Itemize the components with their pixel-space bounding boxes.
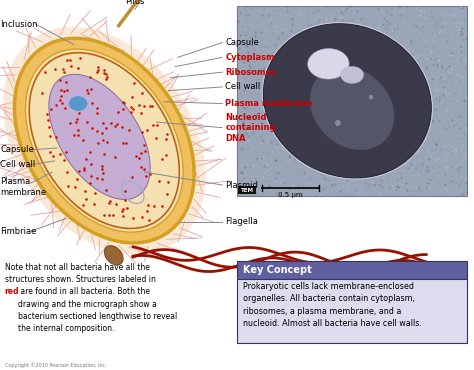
Text: Cell wall: Cell wall <box>225 83 260 91</box>
Text: TEM: TEM <box>240 188 254 193</box>
Text: Prokaryotic cells lack membrane-enclosed
organelles. All bacteria contain cytopl: Prokaryotic cells lack membrane-enclosed… <box>243 282 421 328</box>
Text: Cell wall: Cell wall <box>0 160 36 169</box>
Circle shape <box>70 97 87 110</box>
Text: Plasmid: Plasmid <box>225 181 258 189</box>
Text: Fimbriae: Fimbriae <box>0 227 37 236</box>
Text: Capsule: Capsule <box>0 145 34 154</box>
Text: Pilus: Pilus <box>125 0 145 6</box>
FancyBboxPatch shape <box>237 6 467 196</box>
Ellipse shape <box>49 74 150 199</box>
Text: Copyright ©2010 Pearson Education, Inc.: Copyright ©2010 Pearson Education, Inc. <box>5 363 106 368</box>
FancyBboxPatch shape <box>237 279 467 343</box>
Text: Cytoplasm: Cytoplasm <box>225 53 275 62</box>
Text: Nucleoid
containing
DNA: Nucleoid containing DNA <box>225 113 276 142</box>
Text: Note that not all bacteria have all the
structures shown. Structures labeled in: Note that not all bacteria have all the … <box>5 263 155 284</box>
Text: red: red <box>5 287 19 296</box>
Ellipse shape <box>3 27 205 255</box>
Ellipse shape <box>104 246 123 265</box>
FancyBboxPatch shape <box>237 261 467 279</box>
FancyBboxPatch shape <box>238 186 256 194</box>
Text: Inclusion: Inclusion <box>0 20 38 28</box>
Text: 0.5 μm: 0.5 μm <box>278 192 302 198</box>
Ellipse shape <box>26 49 183 232</box>
Text: Plasma membrane: Plasma membrane <box>225 99 312 108</box>
Text: are found in all bacteria. Both the
drawing and the micrograph show a
bacterium : are found in all bacteria. Both the draw… <box>18 287 177 333</box>
Ellipse shape <box>310 67 394 150</box>
Text: Plasma
membrane: Plasma membrane <box>0 177 46 196</box>
Ellipse shape <box>335 120 341 126</box>
Text: Key Concept: Key Concept <box>243 265 311 275</box>
Text: Capsule: Capsule <box>225 38 259 47</box>
Ellipse shape <box>308 48 349 79</box>
Text: Ribosomes: Ribosomes <box>225 68 276 77</box>
Ellipse shape <box>264 24 431 178</box>
Ellipse shape <box>341 66 364 84</box>
Ellipse shape <box>29 53 179 229</box>
Ellipse shape <box>369 95 373 100</box>
Ellipse shape <box>14 38 194 243</box>
Text: Flagella: Flagella <box>225 218 258 226</box>
